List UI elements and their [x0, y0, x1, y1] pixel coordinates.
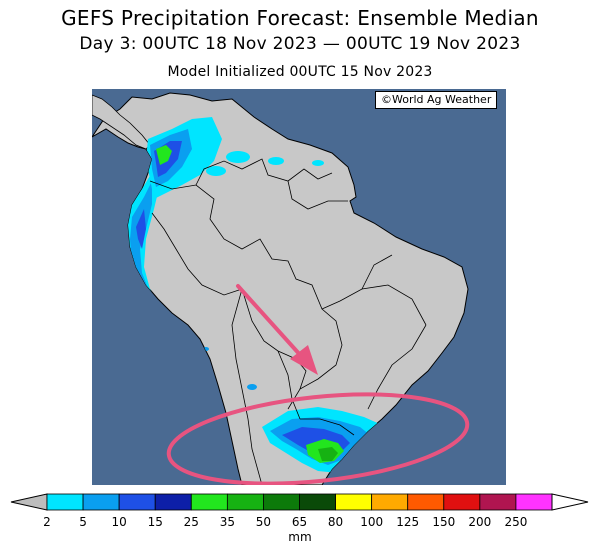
forecast-period: Day 3: 00UTC 18 Nov 2023 — 00UTC 19 Nov … — [79, 34, 521, 54]
colorbar-tick-label: 100 — [360, 515, 384, 529]
colorbar-under-triangle — [10, 493, 48, 511]
colorbar-segment — [190, 493, 228, 511]
colorbar-segment — [118, 493, 156, 511]
colorbar-tick-label: 10 — [111, 515, 127, 529]
colorbar-tick-label: 65 — [291, 515, 308, 529]
colorbar-segment — [299, 493, 336, 511]
precipitation-map — [92, 89, 506, 485]
colorbar-segment — [479, 493, 517, 511]
colorbar-segment — [335, 493, 373, 511]
colorbar-segment — [154, 493, 192, 511]
colorbar-segment — [443, 493, 481, 511]
annotation-ellipse — [166, 392, 470, 485]
model-initialized: Model Initialized 00UTC 15 Nov 2023 — [167, 64, 433, 80]
credit-label: ©World Ag Weather — [375, 91, 498, 109]
colorbar-tick-label: 200 — [468, 515, 492, 529]
colorbar-tick-label: 250 — [504, 515, 528, 529]
colorbar-segment — [371, 493, 409, 511]
map-title: GEFS Precipitation Forecast: Ensemble Me… — [61, 6, 539, 30]
colorbar-tick-label: 15 — [147, 515, 163, 529]
colorbar-tick-label: 2 — [43, 515, 51, 529]
colorbar-tick-label: 5 — [79, 515, 87, 529]
colorbar-segment — [407, 493, 445, 511]
annotation-arrow — [236, 284, 318, 375]
colorbar-tick-label: 35 — [219, 515, 235, 529]
colorbar-tick-label: 80 — [327, 515, 344, 529]
colorbar-segment — [226, 493, 264, 511]
country-borders — [149, 158, 427, 485]
colorbar-segment — [82, 493, 120, 511]
precipitation-overlay — [126, 117, 392, 473]
colorbar-segment — [46, 493, 84, 511]
colorbar-tick-label: 25 — [183, 515, 199, 529]
unit-label: mm — [288, 530, 312, 544]
colorbar-segment — [515, 493, 553, 511]
colorbar-segment — [263, 493, 300, 511]
colorbar-over-triangle — [551, 493, 589, 511]
colorbar-tick-label: 150 — [432, 515, 456, 529]
color-scale-bar — [10, 493, 589, 511]
colorbar-tick-label: 50 — [255, 515, 272, 529]
colorbar-tick-label: 125 — [396, 515, 420, 529]
